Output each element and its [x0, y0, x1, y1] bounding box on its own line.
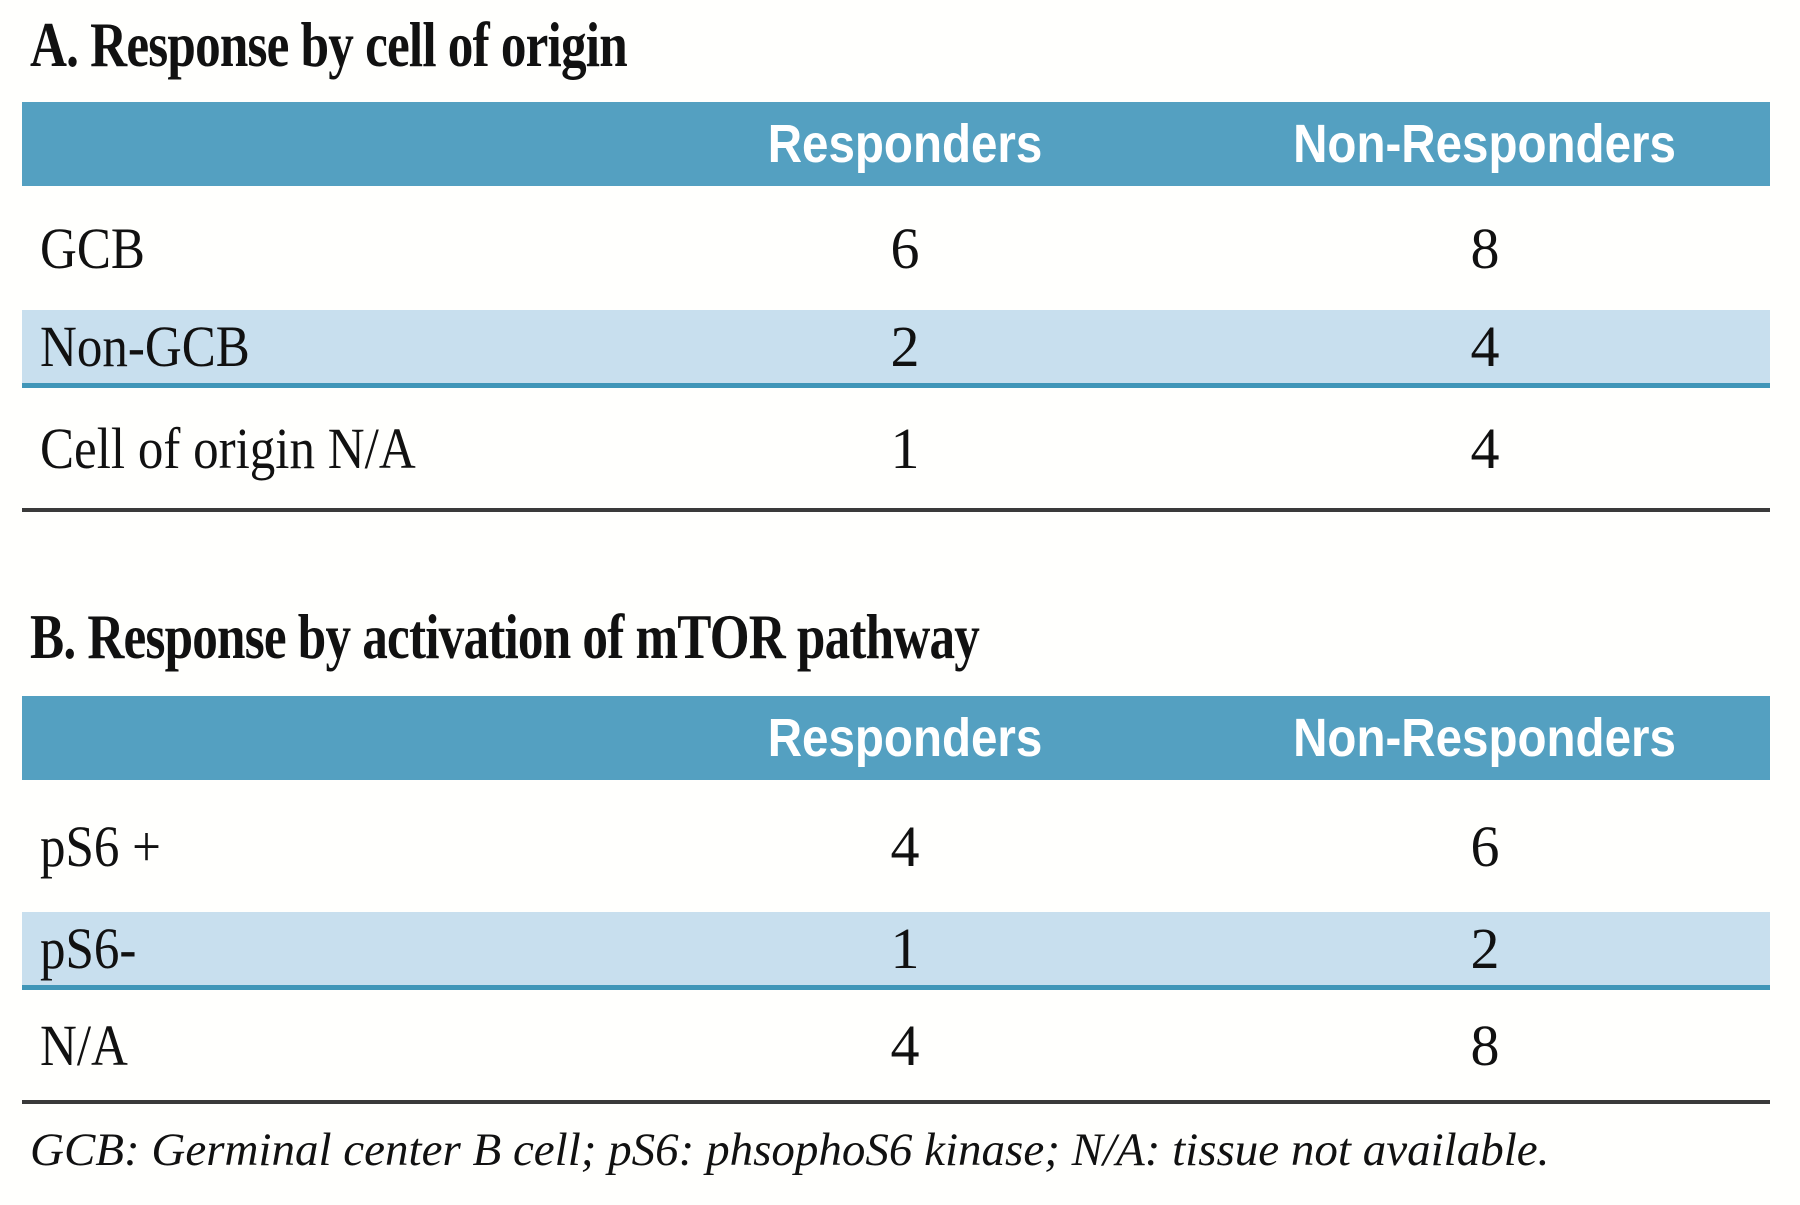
table-row-cell-of-origin-na: Cell of origin N/A 1 4	[22, 388, 1770, 508]
non-responders-value-cell: 4	[1470, 314, 1500, 379]
table-a: Responders Non-Responders GCB 6 8 Non-GC…	[22, 102, 1770, 512]
row-label: Cell of origin N/A	[40, 415, 416, 481]
table-b-header-non-responders-cell: Non-Responders	[1200, 707, 1770, 769]
non-responders-value-cell: 4	[1470, 415, 1500, 481]
column-header-responders: Responders	[767, 708, 1043, 768]
section-b-title: B. Response by activation of mTOR pathwa…	[30, 604, 1800, 670]
table-a-header-responders-cell: Responders	[610, 113, 1200, 175]
table-row-na: N/A 4 8	[22, 990, 1770, 1100]
footnote: GCB: Germinal center B cell; pS6: phsoph…	[30, 1124, 1550, 1176]
column-header-non-responders: Non-Responders	[1293, 114, 1677, 174]
row-label: pS6-	[40, 916, 137, 981]
row-label: pS6 +	[40, 813, 161, 879]
row-label-cell: GCB	[22, 215, 610, 282]
row-label-cell: Cell of origin N/A	[22, 415, 610, 482]
responders-value-cell: 1	[890, 415, 920, 481]
row-label-cell: pS6-	[22, 915, 610, 982]
section-b-title-text: B. Response by activation of mTOR pathwa…	[30, 601, 980, 672]
row-label-cell: N/A	[22, 1012, 610, 1079]
table-a-header-non-responders-cell: Non-Responders	[1200, 113, 1770, 175]
responders-value-cell: 2	[890, 314, 920, 379]
table-b: Responders Non-Responders pS6 + 4 6 pS6-…	[22, 696, 1770, 1104]
row-label-cell: pS6 +	[22, 813, 610, 880]
table-b-header-row: Responders Non-Responders	[22, 696, 1770, 780]
row-label-cell: Non-GCB	[22, 313, 610, 380]
table-a-header-row: Responders Non-Responders	[22, 102, 1770, 186]
row-label: N/A	[40, 1012, 128, 1078]
non-responders-value-cell: 2	[1470, 916, 1500, 981]
column-header-non-responders: Non-Responders	[1293, 708, 1677, 768]
table-row-non-gcb: Non-GCB 2 4	[22, 310, 1770, 388]
table-row-gcb: GCB 6 8	[22, 186, 1770, 310]
table-row-ps6-negative: pS6- 1 2	[22, 912, 1770, 990]
responders-value-cell: 6	[890, 215, 920, 281]
column-header-responders: Responders	[767, 114, 1043, 174]
responders-value-cell: 4	[890, 1012, 920, 1078]
non-responders-value-cell: 8	[1470, 1012, 1500, 1078]
section-a-title: A. Response by cell of origin	[30, 0, 1800, 78]
table-row-ps6-positive: pS6 + 4 6	[22, 780, 1770, 912]
responders-value-cell: 1	[890, 916, 920, 981]
row-label: GCB	[40, 215, 145, 281]
responders-value-cell: 4	[890, 813, 920, 879]
section-a-title-text: A. Response by cell of origin	[30, 9, 628, 80]
non-responders-value-cell: 6	[1470, 813, 1500, 879]
non-responders-value-cell: 8	[1470, 215, 1500, 281]
table-b-header-responders-cell: Responders	[610, 707, 1200, 769]
row-label: Non-GCB	[40, 314, 250, 379]
